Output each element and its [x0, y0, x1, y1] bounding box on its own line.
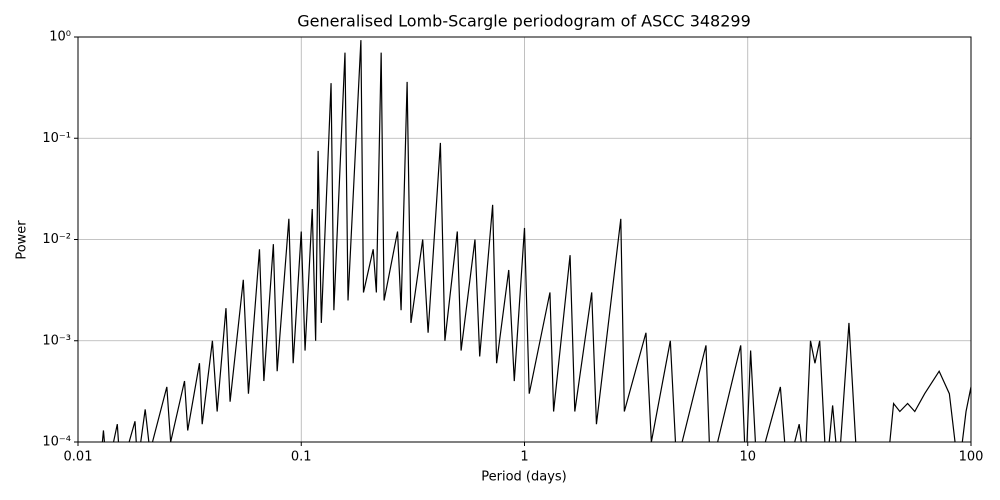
y-tick-label: 10⁻³: [42, 333, 71, 348]
y-axis-label: Power: [15, 220, 30, 260]
y-tick-label: 10⁰: [49, 30, 71, 45]
x-tick-label: 0.1: [291, 450, 312, 465]
x-tick-label: 1: [520, 450, 528, 465]
x-tick-label: 100: [959, 450, 984, 465]
x-tick-label: 0.01: [64, 450, 93, 465]
y-tick-label: 10⁻⁴: [42, 435, 71, 450]
x-axis-label: Period (days): [481, 470, 567, 485]
x-tick-label: 10: [739, 450, 756, 465]
periodogram-line: [101, 40, 971, 442]
plot-frame: [77, 36, 972, 443]
y-tick-label: 10⁻²: [42, 232, 71, 247]
y-tick-label: 10⁻¹: [42, 131, 71, 146]
chart-title: Generalised Lomb-Scargle periodogram of …: [297, 12, 751, 31]
